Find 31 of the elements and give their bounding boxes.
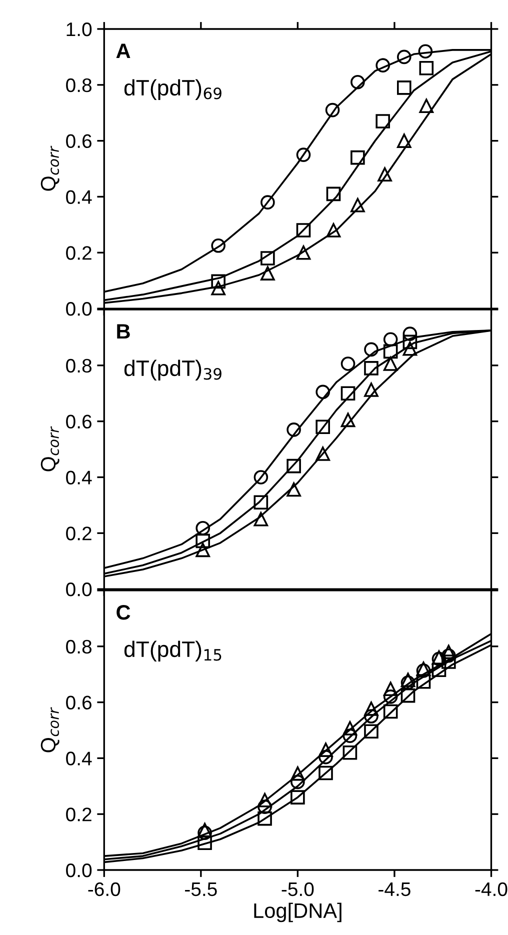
text: C bbox=[116, 604, 130, 620]
y-tick-label: 0.0 bbox=[66, 582, 92, 596]
x-tick-label: -6.0 bbox=[88, 882, 120, 896]
text: dT(pdT)$_{15}$ bbox=[124, 640, 222, 662]
text: B bbox=[117, 324, 130, 339]
y-tick-label: 0.6 bbox=[66, 696, 92, 710]
x-tick-label: -4.5 bbox=[378, 882, 410, 896]
x-tick-label: -4.0 bbox=[475, 882, 508, 896]
y-tick-label: 0.2 bbox=[66, 808, 92, 822]
y-tick-label: 0.4 bbox=[66, 470, 92, 484]
y-tick-label: 0.6 bbox=[66, 414, 92, 429]
y-tick-label: 0.8 bbox=[66, 358, 92, 373]
y-tick-label: 0.4 bbox=[66, 190, 92, 204]
y-tick-label: 0.8 bbox=[66, 78, 92, 92]
x-axis-title: Log[DNA] bbox=[254, 902, 342, 922]
y-tick-label: 0.4 bbox=[66, 752, 92, 766]
y-tick-label: 0.0 bbox=[66, 302, 92, 316]
text: A bbox=[116, 44, 130, 58]
y-axis-title: Q$_{corr}$ bbox=[40, 426, 60, 472]
y-tick-label: 0.8 bbox=[66, 640, 92, 654]
y-tick-label: 0.0 bbox=[66, 863, 92, 878]
y-tick-label: 0.2 bbox=[66, 246, 92, 260]
y-tick-label: 0.2 bbox=[66, 526, 92, 540]
y-tick-label: 0.6 bbox=[66, 134, 92, 148]
x-tick-label: -5.5 bbox=[185, 882, 217, 896]
text: dT(pdT)$_{69}$ bbox=[124, 79, 222, 100]
x-tick-label: -5.0 bbox=[282, 882, 314, 896]
y-tick-label: 1.0 bbox=[66, 22, 92, 36]
y-axis-title: Q$_{corr}$ bbox=[40, 707, 60, 752]
text: dT(pdT)$_{39}$ bbox=[124, 360, 222, 381]
y-axis-title: Q$_{corr}$ bbox=[40, 146, 60, 191]
